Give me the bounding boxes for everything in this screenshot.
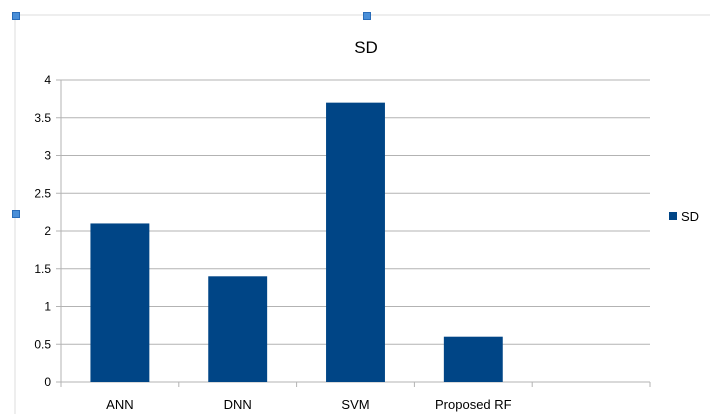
x-tick-label: ANN bbox=[106, 397, 133, 412]
y-tick-label: 4 bbox=[44, 73, 51, 87]
legend-swatch bbox=[669, 212, 677, 220]
selection-handle-middle-left[interactable] bbox=[12, 210, 20, 218]
chart-title: SD bbox=[354, 38, 378, 57]
y-tick-label: 2.5 bbox=[34, 186, 51, 200]
y-tick-label: 2 bbox=[44, 224, 51, 238]
x-tick-label: DNN bbox=[224, 397, 252, 412]
bar bbox=[326, 102, 385, 383]
bar bbox=[90, 223, 150, 382]
y-tick-label: 0.5 bbox=[34, 337, 51, 351]
y-tick-label: 3.5 bbox=[34, 111, 51, 125]
bar bbox=[208, 276, 268, 382]
legend-label: SD bbox=[681, 209, 699, 224]
bar bbox=[443, 336, 503, 382]
y-tick-label: 1 bbox=[44, 300, 51, 314]
y-tick-label: 0 bbox=[44, 375, 51, 389]
x-tick-label: Proposed RF bbox=[435, 397, 512, 412]
y-tick-label: 1.5 bbox=[34, 262, 51, 276]
x-tick-label: SVM bbox=[341, 397, 369, 412]
selection-handle-top-center[interactable] bbox=[363, 12, 371, 20]
y-tick-label: 3 bbox=[44, 149, 51, 163]
selection-handle-top-left[interactable] bbox=[12, 12, 20, 20]
